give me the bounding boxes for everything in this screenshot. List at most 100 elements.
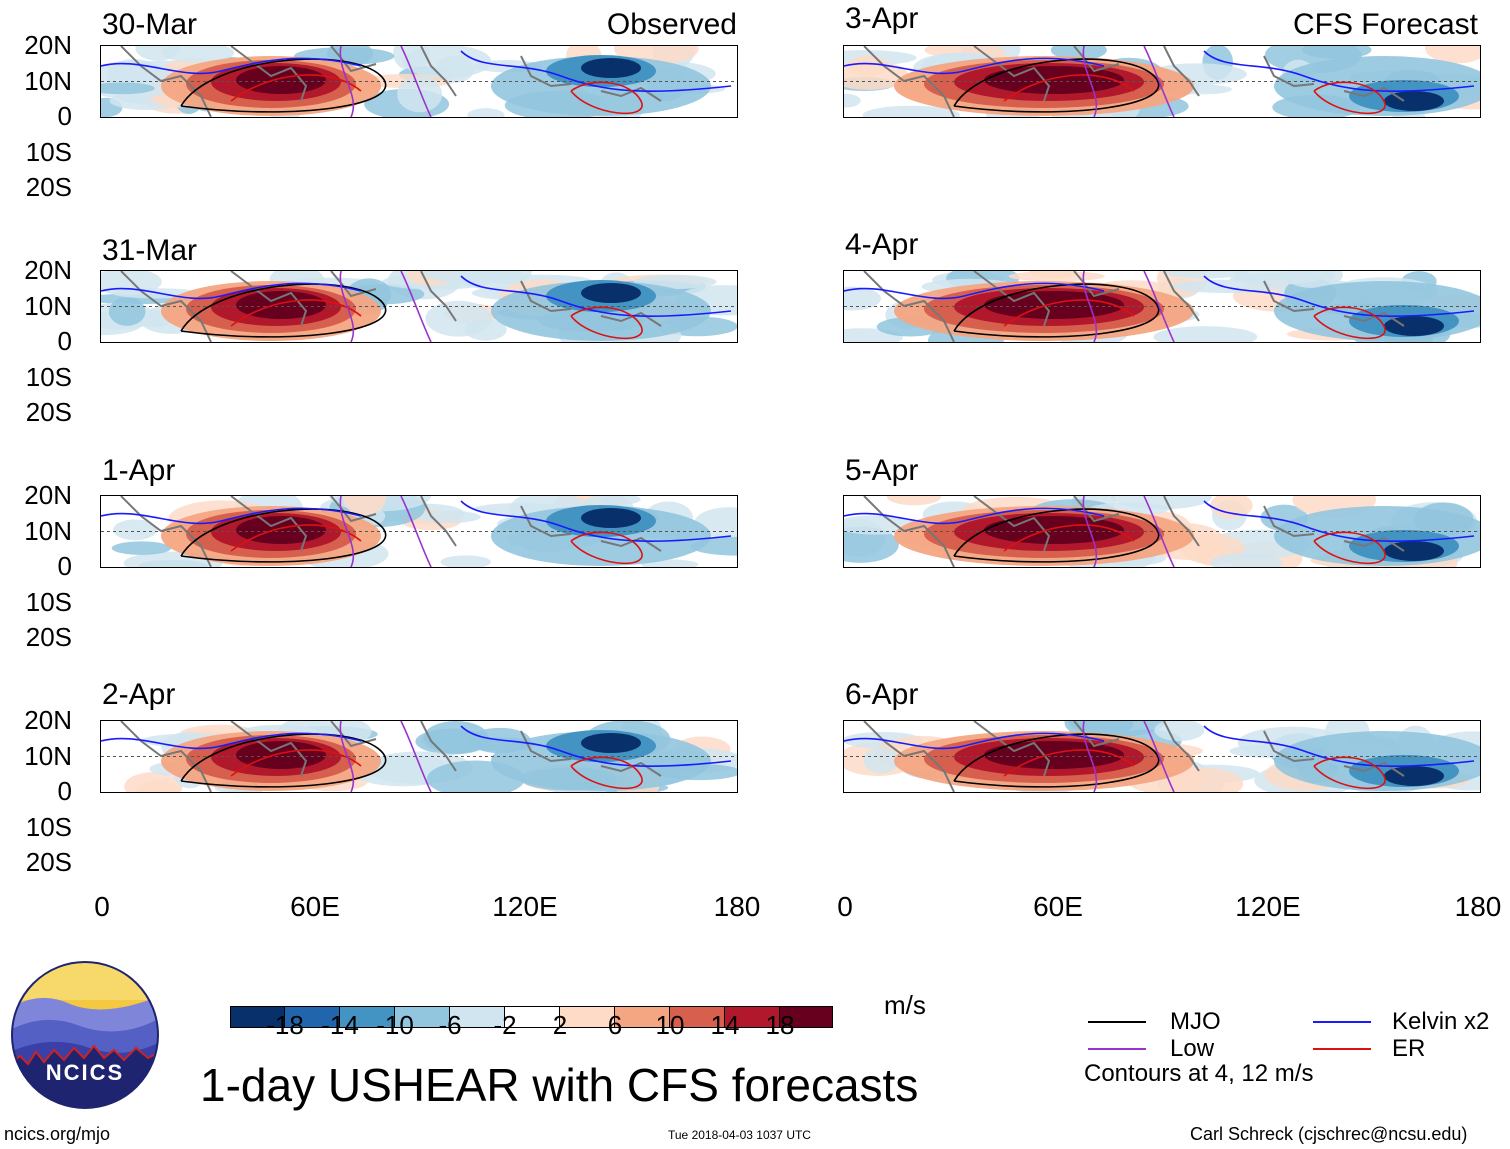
contour-line — [570, 756, 643, 790]
contour-line — [1313, 81, 1386, 115]
coastline — [863, 721, 955, 792]
lat-label-20s: 20S — [25, 622, 72, 652]
date-label-forecast-2: 4-Apr — [845, 228, 919, 261]
negative-shear-core — [1384, 316, 1444, 336]
colorbar-unit: m/s — [884, 990, 926, 1020]
coastline — [1263, 280, 1315, 313]
contour-line — [460, 50, 732, 93]
coastline — [863, 496, 955, 567]
coastline — [1073, 721, 1120, 748]
figure-title: 1-day USHEAR with CFS forecasts — [200, 1059, 919, 1111]
contour-line — [1082, 271, 1098, 342]
lat-label-20n: 20N — [24, 480, 72, 510]
coastline — [1263, 55, 1315, 88]
map-field — [101, 721, 737, 792]
coastline — [973, 46, 1051, 102]
lon-label-120e-right: 120E — [1235, 891, 1301, 922]
contour-line — [230, 749, 362, 777]
colorbar-swatch — [340, 1006, 395, 1028]
coastline — [1343, 86, 1405, 102]
colorbar-tick-label: -6 — [438, 1010, 462, 1040]
colorbar-swatch — [230, 1006, 285, 1028]
colorbar-swatch — [670, 1006, 725, 1028]
date-label-forecast-3: 5-Apr — [845, 454, 919, 487]
colorbar-swatch — [780, 1006, 833, 1028]
shading-blob — [161, 46, 235, 63]
map-field — [844, 271, 1480, 342]
coastline — [330, 46, 377, 73]
map-field — [844, 46, 1480, 117]
lat-label-10n: 10N — [24, 66, 72, 96]
negative-shear-core — [1384, 766, 1444, 786]
coastline — [330, 721, 377, 748]
coastline — [120, 496, 212, 567]
contour-line — [844, 732, 1105, 750]
lat-label-20n: 20N — [24, 30, 72, 60]
contour-line — [180, 283, 387, 338]
shading-blob — [440, 555, 491, 567]
coastline — [1163, 721, 1200, 772]
legend-line-er — [1313, 1048, 1371, 1050]
contour-line — [460, 275, 732, 318]
contour-line — [1082, 496, 1098, 567]
contour-line — [400, 271, 432, 342]
shading-blob — [844, 93, 861, 108]
lat-label-eq: 0 — [57, 776, 72, 806]
contour-line — [339, 496, 355, 567]
coastline — [520, 505, 572, 538]
shading-blob — [1008, 271, 1105, 282]
footer-timestamp: Tue 2018-04-03 1037 UTC — [668, 1128, 811, 1142]
contour-line — [230, 299, 362, 327]
lat-label-20n: 20N — [24, 705, 72, 735]
lat-label-eq: 0 — [57, 326, 72, 356]
coastline — [600, 86, 662, 102]
coastline — [973, 271, 1051, 327]
shading-blob — [417, 510, 481, 524]
coastline — [1163, 496, 1200, 547]
coastline — [120, 271, 212, 342]
shading-blob — [844, 286, 881, 311]
contour-line — [1203, 50, 1475, 93]
map-field — [101, 496, 737, 567]
coastline — [520, 280, 572, 313]
contour-line — [1143, 496, 1175, 567]
positive-shear-core — [236, 516, 326, 544]
contour-line — [230, 524, 362, 552]
shading-blob — [1301, 46, 1372, 59]
colorbar-swatch — [285, 1006, 340, 1028]
map-field — [844, 721, 1480, 792]
positive-shear-core — [236, 741, 326, 769]
negative-shear-core — [1384, 541, 1444, 561]
contour-line — [1003, 524, 1135, 552]
ncics-logo: NCICS — [10, 960, 160, 1110]
colorbar-tick-label: 14 — [710, 1010, 740, 1040]
footer-url[interactable]: ncics.org/mjo — [4, 1124, 111, 1144]
shading-blob — [402, 46, 492, 78]
coastline — [120, 46, 212, 117]
map-panel-observed-4 — [100, 720, 738, 793]
shading-blob — [467, 108, 505, 117]
shading-blob — [1153, 326, 1258, 342]
colorbar-swatch — [450, 1006, 505, 1028]
coastline — [1163, 271, 1200, 322]
contour-line — [953, 733, 1160, 788]
coastline — [1073, 271, 1120, 298]
coastline — [420, 271, 457, 322]
shading-blob — [421, 271, 522, 285]
colorbar-swatch — [505, 1006, 560, 1028]
contour-line — [230, 74, 362, 102]
date-label-forecast-4: 6-Apr — [845, 678, 919, 711]
contour-line — [844, 282, 1105, 300]
colorbar-tick-label: 18 — [765, 1010, 795, 1040]
coastline — [420, 496, 457, 547]
shading-blob — [423, 721, 489, 754]
colorbar-tick-label: 2 — [552, 1010, 568, 1040]
contour-line — [1003, 299, 1135, 327]
observed-label: Observed — [606, 8, 737, 41]
shading-blob — [1210, 496, 1253, 519]
colorbar-swatch — [725, 1006, 780, 1028]
legend-line-mjo — [1088, 1021, 1146, 1023]
lat-label-20s: 20S — [25, 172, 72, 202]
coastline — [420, 46, 457, 97]
colorbar-tick-label: -10 — [376, 1010, 414, 1040]
